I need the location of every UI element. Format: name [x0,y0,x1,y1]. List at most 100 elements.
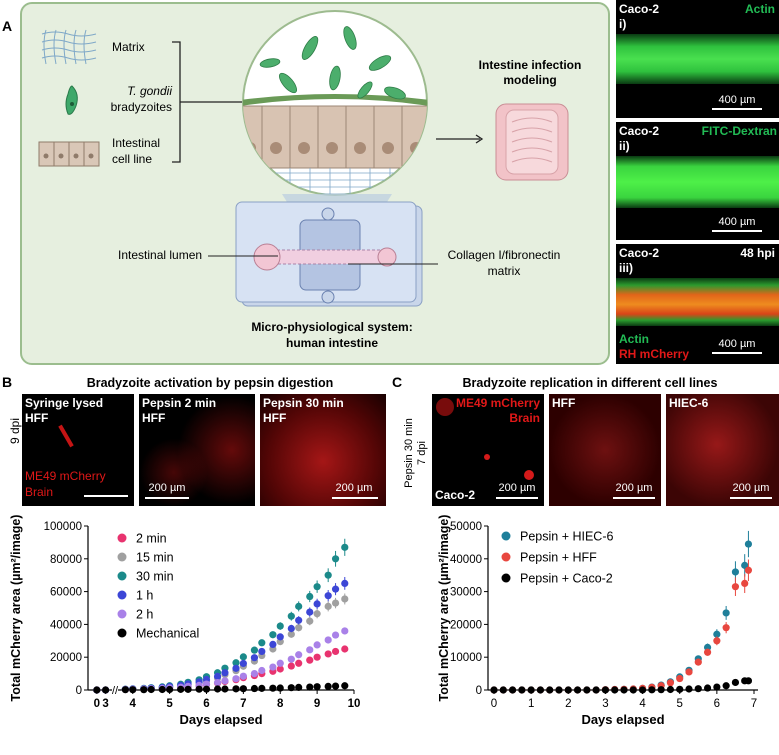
legend-tgondii-rest: bradyzoites [110,100,172,114]
data-point-2-h [306,646,314,654]
y-tick-label: 50000 [450,521,482,533]
legend-marker [117,590,127,600]
micro-a3-cell: Caco-2 [619,246,660,260]
legend-marker [117,533,127,543]
data-point-2-min [341,645,349,653]
micro-c1-tl1: ME49 mCherry [455,396,540,410]
panel-c-side: Pepsin 30 min 7 dpi [403,413,429,493]
micro-c-hff: HFF 200 µm [549,394,661,506]
data-point-pepsin-+-hff [722,624,730,632]
data-point-mechanical [177,685,185,693]
x-tick-label: 5 [166,698,173,710]
x-tick-label: 9 [314,698,320,710]
data-point-30-min [250,646,259,654]
data-point-2-h [232,675,240,683]
legend-label: Pepsin + Caco-2 [520,572,613,586]
data-point-2-h [313,641,321,649]
legend-label: 15 min [136,551,174,565]
legend-label: Pepsin + HIEC-6 [520,530,613,544]
data-point-pepsin-+-hff [676,674,684,683]
data-point-2-h [324,636,332,644]
cell-line-icon [38,141,100,167]
chart-c: 0 10000 20000 30000 40000 50000 0 1 2 3 4 5 6 7 Days e… [437,515,758,727]
data-point-30-min [295,602,303,610]
y-tick-label: 20000 [50,652,82,664]
data-point-pepsin-+-caco-2 [703,684,712,692]
data-point-pepsin-+-caco-2 [694,685,702,693]
micrograph-actin: Caco-2 i) Actin 400 µm [616,0,779,118]
data-point-pepsin-+-caco-2 [713,683,721,691]
micro-c1-scale-label: 200 µm [498,482,536,494]
data-point-2-min [331,647,340,656]
data-point-mechanical [287,684,295,692]
data-point-mechanical [184,685,192,693]
data-point-mechanical [232,685,240,693]
data-point-30-min [269,631,277,639]
data-point-pepsin-+-hiec-6 [741,561,749,569]
data-point-1-h [324,592,332,600]
micro-b1-l2: HFF [25,411,49,425]
panel-a-schematic: Matrix T. gondii bradyzoites Intestinal … [20,2,610,365]
y-tick-label: 40000 [50,619,82,631]
data-point-mechanical [195,685,203,693]
data-point-1-h [269,640,277,649]
micro-b3-scalebar [332,497,378,499]
data-point-1-h [258,647,266,656]
data-point-mechanical [276,684,284,692]
legend-marker [117,609,127,619]
data-point-pepsin-+-caco-2 [676,685,684,693]
legend-label: Mechanical [136,627,199,641]
device-icon [235,201,423,307]
panel-label-c: C [392,374,403,390]
x-tick-label: 4 [130,698,137,710]
data-point-pepsin-+-caco-2 [536,686,545,694]
data-point-mechanical [221,685,229,693]
data-point-pepsin-+-caco-2 [657,686,665,694]
data-point-2-h [239,672,247,680]
legend-label: 1 h [136,589,153,603]
data-point-mechanical [158,685,166,694]
data-point-pepsin-+-caco-2 [731,678,740,687]
data-point-pepsin-+-caco-2 [555,686,563,694]
micro-a1-scalebar [712,108,762,110]
data-point-15-min [324,602,332,610]
data-point-pepsin-+-caco-2 [666,685,675,694]
data-point-1-h [341,579,349,587]
micro-b-2min: Pepsin 2 min HFF 200 µm [139,394,255,506]
micro-b2-l1: Pepsin 2 min [142,396,217,410]
data-point-mechanical [202,685,211,693]
data-point-mechanical [102,686,110,694]
legend-label: Pepsin + HFF [520,551,597,565]
data-point-1-h [239,659,247,668]
x-tick-label: 2 [565,698,571,710]
micro-b2-scale-label: 200 µm [148,482,186,494]
data-point-1-h [295,616,303,624]
y-tick-label: 10000 [450,652,482,664]
data-point-mechanical [331,682,340,690]
data-point-30-min [313,583,321,591]
data-point-pepsin-+-hff [703,648,712,656]
data-point-2-h [269,663,277,671]
data-point-mechanical [295,683,303,691]
micro-a2-num: ii) [619,139,630,153]
micro-b3-l1: Pepsin 30 min [263,396,344,410]
y-tick-label: 40000 [450,554,482,566]
x-tick-label: 3 [602,698,608,710]
micro-c2-scalebar [613,497,655,499]
data-point-1-h [331,585,340,593]
data-point-mechanical [324,682,332,690]
micro-c3-tl1: HIEC-6 [669,396,709,410]
data-point-pepsin-+-caco-2 [620,686,628,694]
data-point-15-min [341,595,349,603]
x-tick-label: 4 [639,698,646,710]
micro-a3-stain1: Actin [619,332,649,346]
data-point-2-h [202,680,211,688]
data-point-pepsin-+-caco-2 [508,686,517,694]
data-point-2-h [221,677,229,685]
data-point-mechanical [258,684,266,692]
data-point-2-min [324,650,332,658]
data-point-pepsin-+-caco-2 [722,682,730,690]
x-tick-label: 3 [102,698,108,710]
data-point-15-min [313,610,321,618]
x-tick-label: 7 [751,698,757,710]
